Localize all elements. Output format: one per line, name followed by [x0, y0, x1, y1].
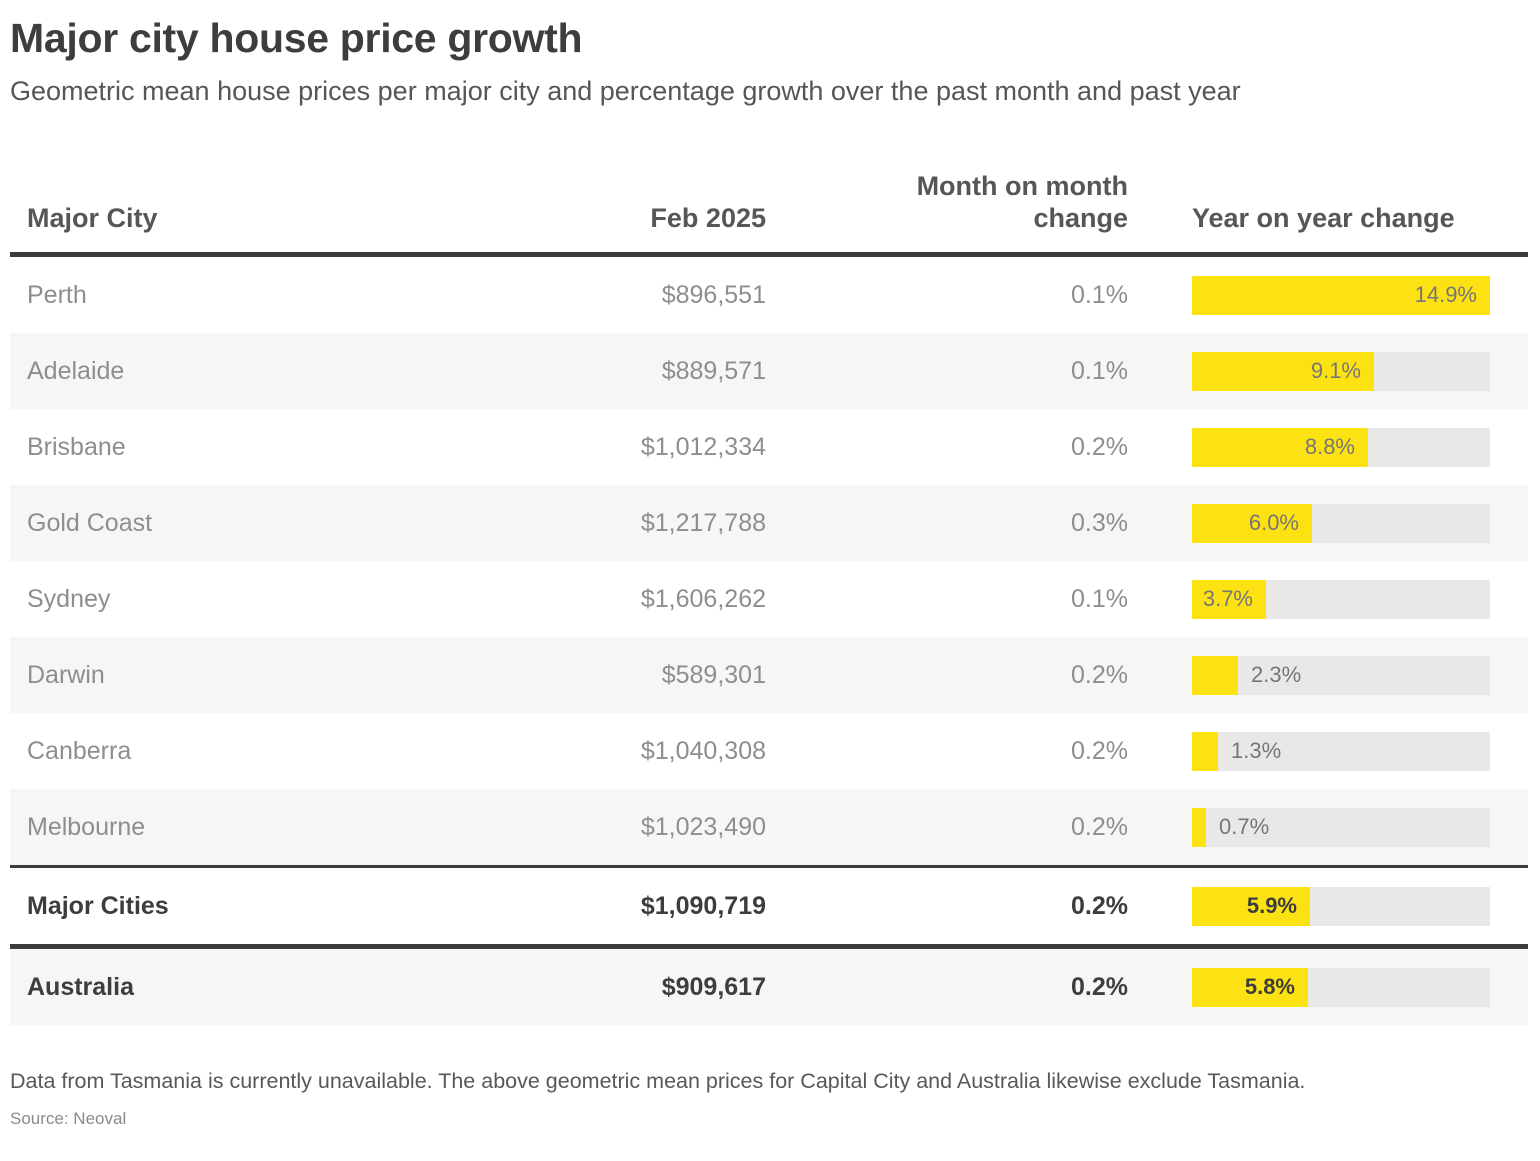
yoy-bar-fill [1192, 886, 1310, 926]
city-name-cell: Gold Coast [27, 508, 153, 537]
table-body: Perth $896,551 0.1% 14.9% Adelaide $889,… [10, 257, 1528, 1026]
city-name-cell: Darwin [27, 660, 105, 689]
yoy-bar-label: 5.8% [1244, 974, 1295, 1000]
table-row: Darwin $589,301 0.2% 2.3% [10, 637, 1528, 714]
yoy-bar-label: 5.9% [1246, 893, 1297, 919]
mom-change-cell: 0.1% [1071, 356, 1128, 385]
yoy-bar-track: 5.8% [1192, 967, 1490, 1007]
yoy-bar-fill [1192, 967, 1308, 1007]
yoy-bar-fill [1192, 579, 1266, 619]
city-name-cell: Perth [27, 280, 87, 309]
city-name-cell: Adelaide [27, 356, 125, 385]
city-name-cell: Canberra [27, 736, 132, 765]
yoy-bar-label: 3.7% [1202, 586, 1253, 612]
column-header-mom: Month on month change [916, 170, 1128, 233]
city-name-cell: Sydney [27, 584, 111, 613]
yoy-bar-fill [1192, 427, 1368, 467]
mom-change-cell: 0.2% [1071, 972, 1128, 1001]
yoy-bar-cell: 14.9% [1128, 275, 1528, 315]
page: Major city house price growth Geometric … [10, 15, 1528, 1129]
city-name-cell: Major Cities [27, 891, 169, 920]
price-cell: $1,012,334 [640, 432, 766, 461]
price-cell: $1,023,490 [640, 812, 766, 841]
yoy-bar-cell: 0.7% [1128, 807, 1528, 847]
price-cell: $889,571 [661, 356, 766, 385]
city-name-cell: Melbourne [27, 812, 146, 841]
mom-change-cell: 0.3% [1071, 508, 1128, 537]
mom-change-cell: 0.1% [1071, 280, 1128, 309]
table-row: Gold Coast $1,217,788 0.3% 6.0% [10, 485, 1528, 562]
table-header-row: Major City Feb 2025 Month on month chang… [10, 171, 1528, 258]
yoy-bar-track: 6.0% [1192, 503, 1490, 543]
yoy-bar-label: 8.8% [1304, 434, 1355, 460]
yoy-bar-label: 2.3% [1251, 662, 1302, 688]
yoy-bar-cell: 9.1% [1128, 351, 1528, 391]
house-price-table: Major City Feb 2025 Month on month chang… [10, 171, 1528, 1026]
mom-change-cell: 0.2% [1071, 736, 1128, 765]
mom-change-cell: 0.2% [1071, 660, 1128, 689]
mom-change-cell: 0.2% [1071, 432, 1128, 461]
mom-change-cell: 0.2% [1071, 812, 1128, 841]
table-row: Adelaide $889,571 0.1% 9.1% [10, 333, 1528, 410]
footnote: Data from Tasmania is currently unavaila… [10, 1069, 1306, 1094]
yoy-bar-fill [1192, 731, 1218, 771]
yoy-bar-cell: 3.7% [1128, 579, 1528, 619]
yoy-bar-fill [1192, 655, 1238, 695]
yoy-bar-track: 8.8% [1192, 427, 1490, 467]
yoy-bar-cell: 5.8% [1128, 967, 1528, 1007]
table-row: Perth $896,551 0.1% 14.9% [10, 257, 1528, 333]
price-cell: $589,301 [661, 660, 766, 689]
yoy-bar-track: 5.9% [1192, 886, 1490, 926]
table-row: Brisbane $1,012,334 0.2% 8.8% [10, 409, 1528, 485]
table-row: Australia $909,617 0.2% 5.8% [10, 944, 1528, 1026]
column-header-yoy: Year on year change [1192, 202, 1455, 233]
price-cell: $1,040,308 [640, 736, 766, 765]
mom-change-cell: 0.2% [1071, 891, 1128, 920]
table-row: Melbourne $1,023,490 0.2% 0.7% [10, 789, 1528, 866]
city-name-cell: Brisbane [27, 432, 126, 461]
table-row: Canberra $1,040,308 0.2% 1.3% [10, 713, 1528, 789]
yoy-bar-label: 6.0% [1248, 510, 1299, 536]
price-cell: $909,617 [661, 972, 766, 1001]
city-name-cell: Australia [27, 972, 134, 1001]
price-cell: $1,606,262 [640, 584, 766, 613]
yoy-bar-fill [1192, 351, 1374, 391]
column-header-city: Major City [27, 202, 158, 233]
yoy-bar-label: 14.9% [1414, 282, 1477, 308]
yoy-bar-label: 9.1% [1310, 358, 1361, 384]
yoy-bar-label: 1.3% [1231, 738, 1282, 764]
yoy-bar-fill [1192, 503, 1312, 543]
table-row: Sydney $1,606,262 0.1% 3.7% [10, 561, 1528, 637]
yoy-bar-track: 1.3% [1192, 731, 1490, 771]
price-cell: $896,551 [661, 280, 766, 309]
table-row: Major Cities $1,090,719 0.2% 5.9% [10, 865, 1528, 944]
yoy-bar-track: 0.7% [1192, 807, 1490, 847]
page-title: Major city house price growth [10, 15, 583, 61]
price-cell: $1,090,719 [640, 891, 766, 920]
mom-change-cell: 0.1% [1071, 584, 1128, 613]
yoy-bar-fill [1192, 275, 1490, 315]
yoy-bar-track: 3.7% [1192, 579, 1490, 619]
source-credit: Source: Neoval [10, 1109, 127, 1129]
yoy-bar-label: 0.7% [1219, 814, 1270, 840]
yoy-bar-track: 9.1% [1192, 351, 1490, 391]
yoy-bar-cell: 2.3% [1128, 655, 1528, 695]
yoy-bar-cell: 8.8% [1128, 427, 1528, 467]
price-cell: $1,217,788 [640, 508, 766, 537]
column-header-price: Feb 2025 [650, 202, 766, 233]
yoy-bar-cell: 5.9% [1128, 886, 1528, 926]
yoy-bar-cell: 1.3% [1128, 731, 1528, 771]
yoy-bar-cell: 6.0% [1128, 503, 1528, 543]
yoy-bar-track: 14.9% [1192, 275, 1490, 315]
yoy-bar-track: 2.3% [1192, 655, 1490, 695]
page-subtitle: Geometric mean house prices per major ci… [10, 75, 1241, 106]
yoy-bar-fill [1192, 807, 1206, 847]
